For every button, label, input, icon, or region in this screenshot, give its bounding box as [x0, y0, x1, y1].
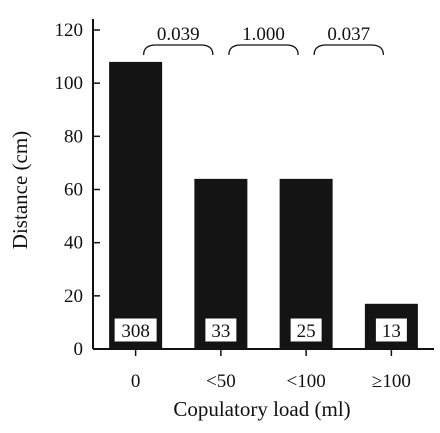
y-tick-label: 20	[64, 286, 83, 307]
sample-size-label: 13	[382, 321, 401, 342]
p-value-label: 0.039	[157, 24, 200, 45]
bars	[109, 61, 418, 350]
comparison-bracket	[228, 44, 299, 56]
y-tick-label: 60	[64, 180, 83, 201]
x-axis-title: Copulatory load (ml)	[173, 397, 350, 421]
comparison-bracket	[142, 44, 214, 56]
sample-size-labels: 308 33 25 13	[113, 317, 408, 343]
sample-size-box	[113, 317, 158, 343]
comparison-bracket	[313, 44, 385, 56]
sample-size-box	[289, 317, 323, 343]
y-tick-label: 0	[74, 339, 84, 360]
y-tick-label: 80	[64, 126, 83, 147]
sample-size-label: 308	[121, 321, 150, 342]
y-tick-label: 100	[55, 73, 84, 94]
y-tick-label: 40	[64, 233, 83, 254]
x-tick-label: ≥100	[372, 371, 411, 392]
sample-size-label: 25	[297, 321, 316, 342]
comparison-brackets: 0.039 1.000 0.037	[142, 24, 385, 56]
sample-size-box	[374, 317, 408, 343]
sample-size-box	[204, 317, 238, 343]
p-value-label: 1.000	[242, 24, 285, 45]
sample-size-label: 33	[211, 321, 230, 342]
bar	[109, 61, 163, 350]
x-tick-label: <50	[206, 371, 236, 392]
x-tick-label: <100	[287, 371, 326, 392]
x-tick-label: 0	[131, 371, 141, 392]
p-value-label: 0.037	[327, 24, 370, 45]
axes: 0 20 40 60 80 100 120 0 <50 <100 ≥100	[55, 19, 434, 392]
y-tick-label: 120	[55, 20, 84, 41]
y-axis-title: Distance (cm)	[8, 131, 32, 249]
